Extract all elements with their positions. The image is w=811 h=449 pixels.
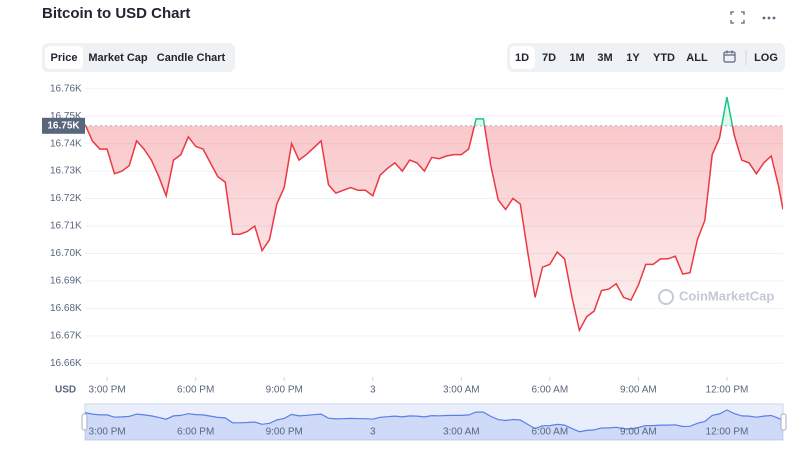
watermark: CoinMarketCap [679,288,774,303]
x-tick-label: 9:00 PM [266,385,303,396]
y-tick-label: 16.66K [50,358,82,369]
navigator-tick-label: 6:00 PM [177,427,214,438]
y-tick-label: 16.68K [50,303,82,314]
x-tick-label: 3 [370,385,376,396]
range-button[interactable]: 3M [597,52,612,64]
x-tick-label: 9:00 AM [620,385,657,396]
navigator-line [84,409,784,433]
calendar-icon[interactable] [723,50,736,63]
y-tick-label: 16.76K [50,83,82,94]
navigator-tick-label: 3:00 AM [443,427,480,438]
log-button[interactable]: LOG [754,52,778,64]
navigator-tick-label: 9:00 PM [266,427,303,438]
navigator-tick-label: 9:00 AM [620,427,657,438]
range-button[interactable]: 7D [542,52,556,64]
navigator-tick-label: 3:00 PM [89,427,126,438]
x-tick-label: 6:00 PM [177,385,214,396]
navigator-handle[interactable] [81,413,88,431]
watermark-logo [658,289,674,305]
range-button[interactable]: 1M [569,52,584,64]
navigator-area [85,410,783,440]
navigator-tick-label: 3 [370,427,376,438]
chart-title: Bitcoin to USD Chart [42,5,190,22]
range-button[interactable]: ALL [686,52,708,64]
tab[interactable]: Price [51,52,78,64]
fullscreen-icon[interactable] [730,11,745,24]
y-tick-label: 16.74K [50,138,82,149]
tab-group [42,43,235,72]
currency-label: USD [55,385,76,396]
y-tick-label: 16.71K [50,221,82,232]
y-tick-label: 16.67K [50,330,82,341]
x-tick-label: 12:00 PM [706,385,749,396]
navigator-tick-label: 12:00 PM [706,427,749,438]
range-group [507,43,785,72]
range-button[interactable]: YTD [653,52,675,64]
y-tick-label: 16.70K [50,248,82,259]
x-tick-label: 6:00 AM [531,385,568,396]
range-button[interactable]: 1D [515,52,529,64]
tab-active [45,46,83,69]
range-active [510,46,535,69]
tab[interactable]: Candle Chart [157,52,226,64]
price-label: 16.75K [47,120,80,131]
range-button[interactable]: 1Y [626,52,640,64]
y-tick-label: 16.72K [50,193,82,204]
x-tick-label: 3:00 AM [443,385,480,396]
y-tick-label: 16.73K [50,166,82,177]
y-tick-label: 16.69K [50,276,82,287]
price-line-below [85,125,783,333]
price-label-bg [42,117,85,134]
y-tick-label: 16.75K [50,111,82,122]
navigator-tick-label: 6:00 AM [531,427,568,438]
tab[interactable]: Market Cap [88,52,148,64]
navigator-handle[interactable] [780,413,787,431]
x-tick-label: 3:00 PM [89,385,126,396]
area-below [85,125,783,331]
more-icon[interactable] [762,16,776,20]
